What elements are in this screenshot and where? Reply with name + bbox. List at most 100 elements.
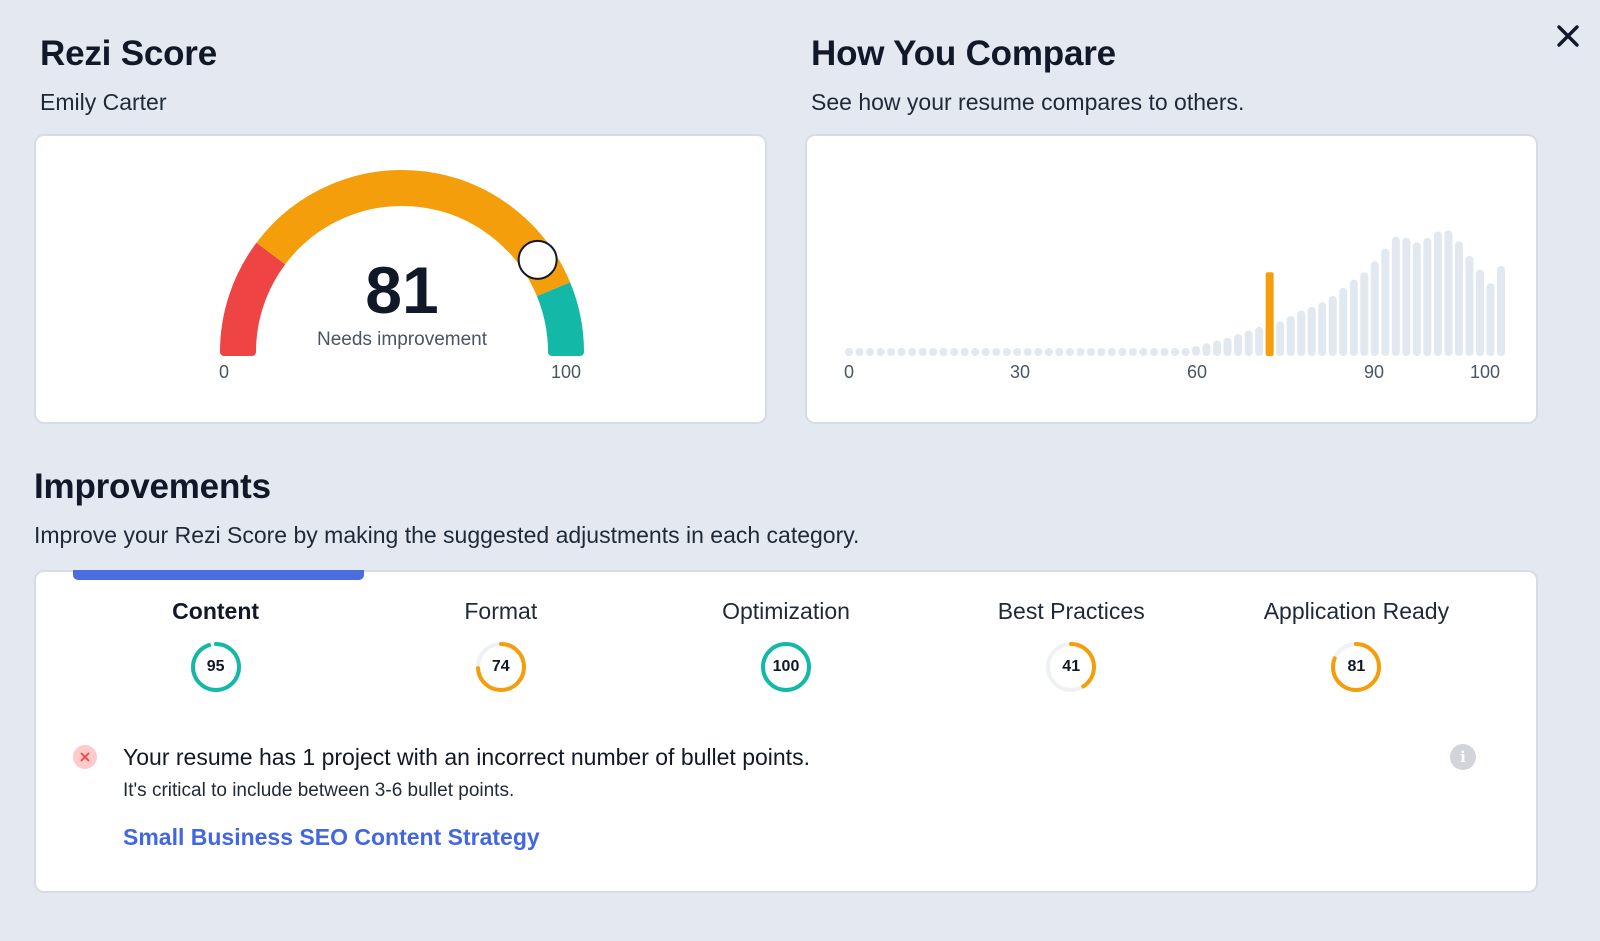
close-icon [1557,25,1579,47]
close-button[interactable] [1548,16,1588,56]
gauge-marker [517,239,558,280]
score-ring-value: 41 [1062,658,1081,675]
distribution-bar [876,348,885,356]
tab-label: Best Practices [997,598,1145,624]
distribution-bar [1086,348,1095,356]
distribution-bar [866,348,875,356]
compare-chart-card: 0 30 60 90 100 [805,134,1538,424]
distribution-bar [971,348,980,356]
distribution-bar [1307,306,1316,356]
distribution-bar [1349,279,1358,356]
improvements-subtitle: Improve your Rezi Score by making the su… [34,522,860,548]
distribution-bar [1149,348,1158,356]
tab-best-practices[interactable]: Best Practices 41 [929,572,1214,694]
ring-fill [190,642,241,692]
ring-fill [761,642,811,692]
distribution-chart [845,230,1505,356]
score-ring: 100 [759,640,813,694]
distribution-bar [1055,348,1064,356]
distribution-bar [981,348,990,356]
distribution-bar [1013,348,1022,356]
distribution-bar [1318,302,1327,356]
tab-label: Content [172,598,260,624]
distribution-bar [1192,345,1201,356]
distribution-bar [1181,348,1190,356]
score-ring: 81 [1329,640,1383,694]
distribution-bar [1223,337,1232,356]
distribution-bar [1234,334,1243,356]
distribution-bar [960,348,969,356]
tab-label: Application Ready [1263,598,1450,624]
score-gauge [220,170,584,356]
score-gauge-card: 81 Needs improvement 0 100 [34,134,767,424]
issue-description: It's critical to include between 3-6 bul… [123,780,515,801]
score-ring-value: 81 [1347,658,1366,675]
distribution-bar [1297,310,1306,356]
distribution-bar [950,348,959,356]
x-tick-100: 100 [1470,362,1501,382]
gauge-min-label: 0 [219,362,230,382]
distribution-bar [1034,348,1043,356]
tab-application-ready[interactable]: Application Ready 81 [1214,572,1499,694]
compare-title: How You Compare [811,34,1116,73]
tab-format[interactable]: Format 74 [358,572,643,694]
distribution-bar [845,348,853,356]
distribution-bar [1097,348,1106,356]
distribution-bar [929,348,938,356]
distribution-bar [1412,242,1421,356]
active-tab-indicator [73,570,364,580]
info-glyph: i [1460,748,1466,766]
tab-optimization[interactable]: Optimization 100 [643,572,928,694]
distribution-bar [939,348,948,356]
score-ring: 95 [189,640,243,694]
distribution-bar [1002,348,1011,356]
user-score-bar [1265,272,1274,356]
distribution-bar [1497,265,1505,356]
x-tick-0: 0 [844,362,855,382]
score-ring-value: 100 [772,658,800,675]
candidate-name: Emily Carter [40,89,167,115]
distribution-bar [1339,287,1348,356]
distribution-bar [887,348,896,356]
project-link[interactable]: Small Business SEO Content Strategy [123,824,540,850]
distribution-bar [1076,348,1085,356]
distribution-bar [1475,269,1484,356]
distribution-bar [1454,241,1463,356]
distribution-bar [1118,348,1127,356]
distribution-bar [1276,321,1285,356]
score-ring-value: 95 [206,658,225,675]
issue-title: Your resume has 1 project with an incorr… [123,744,810,770]
distribution-bar [1065,348,1074,356]
distribution-bar [1391,236,1400,356]
gauge-max-label: 100 [551,362,582,382]
tab-content[interactable]: Content 95 [73,570,364,694]
distribution-bar [1286,315,1295,356]
distribution-bar [1433,231,1442,356]
x-circle-icon [73,745,97,769]
gauge-arc-low [220,242,286,353]
score-ring-value: 74 [491,658,510,675]
distribution-bar [1402,237,1411,356]
score-value: 81 [365,253,439,327]
distribution-bar [1202,343,1211,356]
distribution-bar [1023,348,1032,356]
x-tick-30: 30 [1010,362,1031,382]
gauge-arc-high [536,282,584,353]
distribution-bar [1171,348,1179,356]
score-ring-progress [1046,642,1097,692]
score-status: Needs improvement [316,329,488,350]
distribution-bar [1213,340,1222,356]
info-icon[interactable]: i [1450,744,1476,770]
distribution-bar [1423,237,1432,356]
tab-label: Optimization [722,598,850,624]
distribution-bar [1360,272,1369,356]
distribution-bar [1444,230,1453,356]
score-ring-progress [1331,642,1382,692]
score-title: Rezi Score [40,34,217,73]
distribution-bar [1107,348,1116,356]
distribution-bar [1328,295,1337,356]
x-tick-60: 60 [1187,362,1208,382]
distribution-bar [897,348,906,356]
ring-fill [1046,642,1097,692]
score-ring: 41 [1044,640,1098,694]
